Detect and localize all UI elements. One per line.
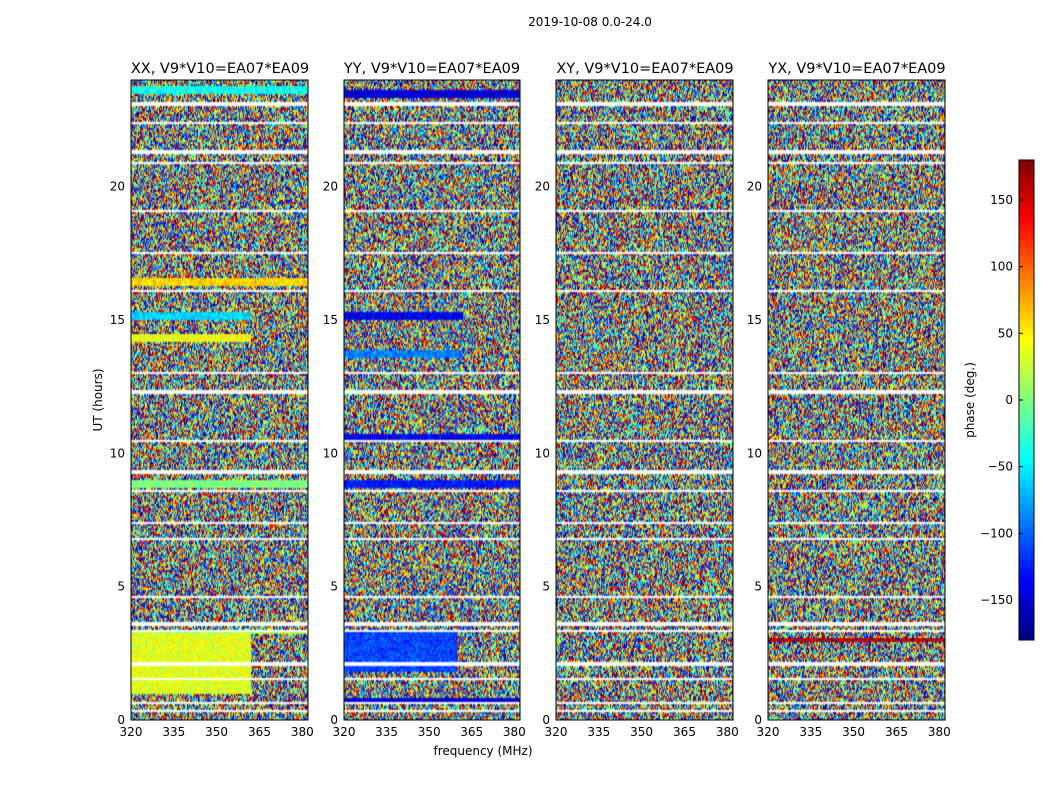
- xtick-label: 350: [842, 725, 865, 739]
- xtick-label: 380: [928, 725, 951, 739]
- ytick-label: 0: [542, 713, 550, 727]
- ytick-group: 0 5 10 15 20: [110, 180, 125, 727]
- x-axis-label: frequency (MHz): [433, 744, 532, 758]
- ytick-label: 15: [747, 313, 762, 327]
- xtick-label: 320: [545, 725, 568, 739]
- ytick-label: 0: [117, 713, 125, 727]
- colorbar-ticks: 150 100 50 0 −50 −100 −150: [980, 193, 1023, 607]
- xtick-label: 365: [673, 725, 696, 739]
- ytick-label: 15: [535, 313, 550, 327]
- xtick-group: 320 335 350 365 380: [757, 725, 951, 739]
- xtick-group: 320 335 350 365 380: [333, 725, 526, 739]
- xtick-label: 320: [333, 725, 356, 739]
- xtick-label: 335: [587, 725, 610, 739]
- ytick-label: 10: [323, 446, 338, 460]
- xtick-label: 335: [162, 725, 185, 739]
- panel-xy: XY, V9*V10=EA07*EA09 320 335 350 365 380…: [535, 61, 739, 739]
- panel-xx: XX, V9*V10=EA07*EA09 320 335 350 365 380…: [110, 61, 314, 739]
- ytick-label: 0: [330, 713, 338, 727]
- colorbar-tick-label: −150: [980, 593, 1013, 607]
- colorbar-tick-label: −100: [980, 526, 1013, 540]
- xtick-label: 365: [885, 725, 908, 739]
- ytick-label: 5: [117, 580, 125, 594]
- colorbar-tick-label: −50: [988, 460, 1013, 474]
- xtick-label: 350: [205, 725, 228, 739]
- xtick-label: 335: [375, 725, 398, 739]
- ytick-label: 5: [542, 580, 550, 594]
- colorbar-tick-label: 100: [990, 260, 1013, 274]
- colorbar-label: phase (deg.): [963, 362, 977, 438]
- ytick-label: 15: [110, 313, 125, 327]
- xtick-label: 350: [630, 725, 653, 739]
- ytick-label: 10: [110, 446, 125, 460]
- plot-frame: [343, 79, 521, 721]
- ytick-label: 20: [747, 180, 762, 194]
- xtick-label: 320: [757, 725, 780, 739]
- plot-frame: [767, 79, 946, 721]
- xtick-label: 365: [248, 725, 271, 739]
- plot-frame: [130, 79, 309, 721]
- panel-yy: YY, V9*V10=EA07*EA09 320 335 350 365 380…: [323, 61, 526, 739]
- colorbar: 150 100 50 0 −50 −100 −150 phase (deg.): [963, 159, 1035, 641]
- ytick-label: 5: [754, 580, 762, 594]
- ytick-label: 0: [754, 713, 762, 727]
- xtick-label: 350: [418, 725, 441, 739]
- ytick-group: 0 5 10 15 20: [535, 180, 550, 727]
- ytick-label: 10: [747, 446, 762, 460]
- ytick-label: 5: [330, 580, 338, 594]
- ytick-group: 0 5 10 15 20: [747, 180, 762, 727]
- panel-yx: YX, V9*V10=EA07*EA09 320 335 350 365 380…: [747, 61, 951, 739]
- figure-suptitle: 2019-10-08 0.0-24.0: [528, 15, 652, 29]
- xtick-label: 335: [799, 725, 822, 739]
- heatmap-image: [344, 80, 520, 720]
- ytick-label: 20: [110, 180, 125, 194]
- xtick-label: 365: [460, 725, 483, 739]
- xtick-label: 380: [291, 725, 314, 739]
- colorbar-tick-label: 0: [1005, 393, 1013, 407]
- panel-title: YX, V9*V10=EA07*EA09: [767, 61, 945, 77]
- colorbar-tick-label: 50: [998, 326, 1013, 340]
- xtick-group: 320 335 350 365 380: [120, 725, 314, 739]
- xtick-label: 320: [120, 725, 143, 739]
- heatmap-image: [768, 80, 945, 720]
- xtick-group: 320 335 350 365 380: [545, 725, 739, 739]
- heatmap-image: [131, 80, 308, 720]
- ytick-label: 20: [535, 180, 550, 194]
- panel-title: YY, V9*V10=EA07*EA09: [343, 61, 520, 77]
- ytick-label: 15: [323, 313, 338, 327]
- heatmap-image: [556, 80, 733, 720]
- ytick-group: 0 5 10 15 20: [323, 180, 338, 727]
- plot-frame: [555, 79, 734, 721]
- panel-title: XY, V9*V10=EA07*EA09: [556, 61, 733, 77]
- y-axis-label: UT (hours): [91, 368, 105, 431]
- colorbar-tick-label: 150: [990, 193, 1013, 207]
- ytick-label: 20: [323, 180, 338, 194]
- xtick-label: 380: [503, 725, 526, 739]
- panel-title: XX, V9*V10=EA07*EA09: [131, 61, 309, 77]
- xtick-label: 380: [716, 725, 739, 739]
- ytick-label: 10: [535, 446, 550, 460]
